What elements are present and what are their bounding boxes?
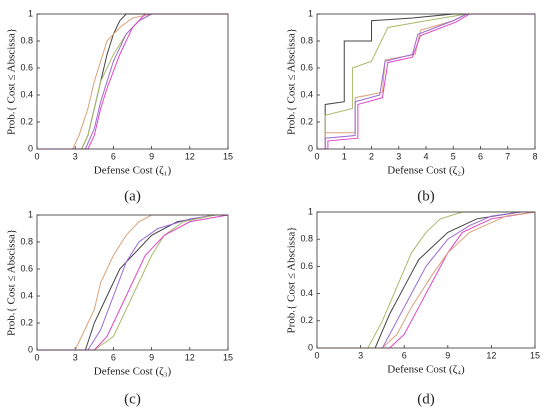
y-axis-label: Prob.{ Cost ≤ Abscissa} — [286, 28, 298, 135]
y-tick-label: 0 — [28, 344, 33, 354]
x-tick-label: 15 — [530, 350, 540, 360]
y-tick-label: 1 — [28, 209, 33, 219]
y-tick-label: 1 — [308, 206, 313, 216]
y-tick-label: 0.8 — [300, 35, 313, 45]
axes-box — [36, 13, 229, 150]
y-tick-label: 0.4 — [20, 290, 33, 300]
y-tick-label: 0.8 — [20, 35, 33, 45]
x-tick-label: 15 — [223, 352, 233, 362]
cdf-line — [37, 13, 228, 150]
x-tick-label: 8 — [532, 151, 537, 161]
cdf-line — [317, 211, 536, 349]
panel-caption: (c) — [124, 391, 141, 407]
x-tick-label: 0 — [314, 151, 319, 161]
y-tick-label: 0.2 — [20, 116, 33, 126]
x-tick-label: 3 — [396, 151, 401, 161]
cdf-line — [37, 13, 228, 150]
x-tick-label: 3 — [358, 350, 363, 360]
cdf-line — [317, 211, 535, 349]
x-tick-label: 0 — [34, 352, 39, 362]
x-tick-label: 9 — [445, 350, 450, 360]
x-tick-label: 7 — [505, 151, 510, 161]
x-tick-label: 6 — [111, 151, 116, 161]
x-tick-label: 5 — [451, 151, 456, 161]
x-axis-label: Defense Cost (ζ₃) — [94, 366, 172, 378]
cdf-line — [37, 214, 229, 351]
y-tick-label: 1 — [308, 8, 313, 18]
x-tick-label: 6 — [402, 350, 407, 360]
cdf-line — [317, 211, 535, 349]
y-axis-label: Prob.{ Cost ≤ Abscissa} — [6, 28, 18, 135]
x-axis-label: Defense Cost (ζ₁) — [94, 165, 172, 177]
x-tick-label: 3 — [73, 151, 78, 161]
x-tick-label: 0 — [314, 350, 319, 360]
y-tick-label: 0.8 — [20, 236, 33, 246]
x-tick-label: 2 — [369, 151, 374, 161]
x-axis-label: Defense Cost (ζ₄) — [387, 364, 465, 376]
x-axis-label: Defense Cost (ζ₂) — [387, 165, 465, 177]
x-tick-label: 3 — [73, 352, 78, 362]
y-tick-label: 0.6 — [300, 261, 313, 271]
panel-caption: (b) — [417, 188, 435, 204]
y-axis-label: Prob.{ Cost ≤ Abscissa} — [286, 226, 298, 333]
y-tick-label: 0 — [308, 342, 313, 352]
cdf-line — [317, 13, 535, 150]
x-tick-label: 4 — [423, 151, 428, 161]
y-tick-label: 0 — [28, 143, 33, 153]
cdf-line — [317, 13, 535, 150]
axes-box — [316, 13, 536, 150]
cdf-line — [317, 13, 535, 150]
y-tick-label: 0.8 — [300, 234, 313, 244]
cdf-line — [317, 13, 535, 150]
cdf-line — [317, 211, 536, 349]
x-tick-label: 15 — [223, 151, 233, 161]
cdf-line — [317, 13, 535, 150]
x-tick-label: 9 — [149, 151, 154, 161]
y-tick-label: 1 — [28, 8, 33, 18]
x-tick-label: 0 — [34, 151, 39, 161]
x-tick-label: 12 — [486, 350, 496, 360]
y-tick-label: 0.6 — [20, 62, 33, 72]
x-tick-label: 1 — [342, 151, 347, 161]
y-tick-label: 0.4 — [300, 288, 313, 298]
y-tick-label: 0.2 — [300, 116, 313, 126]
y-tick-label: 0.6 — [300, 62, 313, 72]
x-tick-label: 9 — [149, 352, 154, 362]
y-tick-label: 0.4 — [20, 89, 33, 99]
x-tick-label: 6 — [478, 151, 483, 161]
cdf-line — [37, 13, 228, 150]
panel-caption: (d) — [417, 391, 435, 407]
y-tick-label: 0.6 — [20, 263, 33, 273]
x-tick-label: 12 — [185, 151, 195, 161]
cdf-line — [37, 214, 228, 351]
y-tick-label: 0.2 — [20, 317, 33, 327]
cdf-line — [37, 214, 228, 351]
panel-caption: (a) — [124, 188, 141, 204]
cdf-line — [37, 214, 228, 351]
y-axis-label: Prob.{ Cost ≤ Abscissa} — [6, 229, 18, 336]
axes-box — [316, 211, 536, 349]
y-tick-label: 0.2 — [300, 315, 313, 325]
axes-box — [36, 214, 229, 351]
y-tick-label: 0.4 — [300, 89, 313, 99]
x-tick-label: 12 — [185, 352, 195, 362]
cdf-line — [37, 13, 228, 150]
x-tick-label: 6 — [111, 352, 116, 362]
cdf-line — [37, 13, 228, 150]
y-tick-label: 0 — [308, 143, 313, 153]
